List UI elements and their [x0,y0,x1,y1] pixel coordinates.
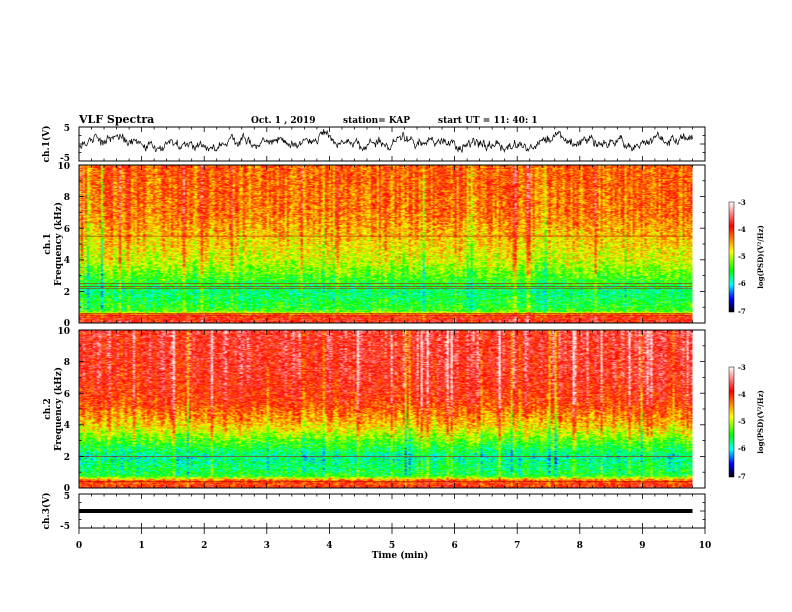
ch2-freq-tick-4: 4 [64,421,70,431]
ch1-frequency-ylabel: Frequency (kHz) [53,202,64,286]
header-station: station= KAP [343,116,410,126]
xtick-10: 10 [699,541,712,551]
ch3-voltage-ylabel: ch.3(V) [41,493,52,530]
ch1-colorbar-scale [728,201,735,313]
ch1-cb-tick-3: -3 [738,198,746,207]
time-axis: 0 1 2 3 4 5 6 7 8 9 10 Time (min) [76,541,711,561]
ch1-spectrogram-image [79,165,693,323]
time-axis-label: Time (min) [372,550,429,561]
ch1-cb-tick-5: -5 [738,252,746,261]
ch2-freq-tick-8: 8 [64,358,70,368]
ch2-spectral-lines [79,455,693,483]
ch1-cb-tick-4: -4 [738,225,746,234]
ch2-colorbar-label: log(PSD)(V²/Hz) [756,390,765,454]
ch2-freq-tick-10: 10 [57,327,70,337]
ch2-colorbar: -3 -4 -5 -6 -7 log(PSD)(V²/Hz) [728,363,765,481]
ch3-ytick-5: 5 [64,492,70,502]
ch2-spectrogram-panel: 0 2 4 6 8 10 ch.2 Frequency (kHz) [43,327,706,494]
ch1-ytick-5: 5 [64,124,70,134]
ch3-voltage-panel: 5 -5 ch.3(V) [41,492,706,532]
ch1-voltage-trace [78,129,693,153]
ch2-spectrogram-image [79,330,693,488]
xtick-9: 9 [639,541,645,551]
ch2-frequency-ylabel: Frequency (kHz) [53,367,64,451]
ch3-ytick-minus5: -5 [60,522,70,532]
ch1-colorbar-label: log(PSD)(V²/Hz) [756,225,765,289]
xtick-8: 8 [577,541,583,551]
ch2-cb-tick-3: -3 [738,363,746,372]
xtick-7: 7 [514,541,520,551]
ch2-cb-tick-7: -7 [738,472,746,481]
ch1-freq-tick-10: 10 [57,162,70,172]
ch2-freq-tick-6: 6 [64,390,70,400]
figure-title: VLF Spectra [78,113,154,126]
ch1-cb-tick-6: -6 [738,279,746,288]
ch2-cb-tick-4: -4 [738,390,746,399]
ch1-freq-tick-2: 2 [64,288,70,298]
ch1-spectral-lines [79,235,693,316]
ch1-voltage-ylabel: ch.1(V) [41,126,52,163]
ch1-colorbar: -3 -4 -5 -6 -7 log(PSD)(V²/Hz) [728,198,765,316]
ch1-ytick-minus5: -5 [60,154,70,164]
xtick-1: 1 [138,541,144,551]
xtick-6: 6 [451,541,457,551]
ch1-spectrogram-panel: 0 2 4 6 8 10 ch.1 Frequency (kHz) [43,162,706,329]
ch2-spectrogram-ylabel: ch.2 [43,398,53,419]
ch2-cb-tick-6: -6 [738,444,746,453]
xtick-4: 4 [326,541,332,551]
ch1-freq-tick-0: 0 [64,319,70,329]
xtick-2: 2 [201,541,207,551]
ch1-freq-tick-6: 6 [64,225,70,235]
header-date: Oct. 1 , 2019 [251,116,315,126]
ch1-cb-tick-7: -7 [738,307,746,316]
ch2-freq-tick-0: 0 [64,484,70,494]
ch2-cb-tick-5: -5 [738,417,746,426]
ch1-freq-tick-4: 4 [64,256,70,266]
xtick-0: 0 [76,541,82,551]
ch1-freq-tick-8: 8 [64,193,70,203]
xtick-5: 5 [389,541,395,551]
ch2-colorbar-scale [728,366,735,478]
axis-tick-marks [78,126,706,534]
header-start-time: start UT = 11: 40: 1 [438,116,538,126]
xtick-3: 3 [264,541,270,551]
ch1-voltage-panel: 5 -5 ch.1(V) [41,124,706,164]
ch1-spectrogram-ylabel: ch.1 [43,233,53,254]
ch2-freq-tick-2: 2 [64,453,70,463]
